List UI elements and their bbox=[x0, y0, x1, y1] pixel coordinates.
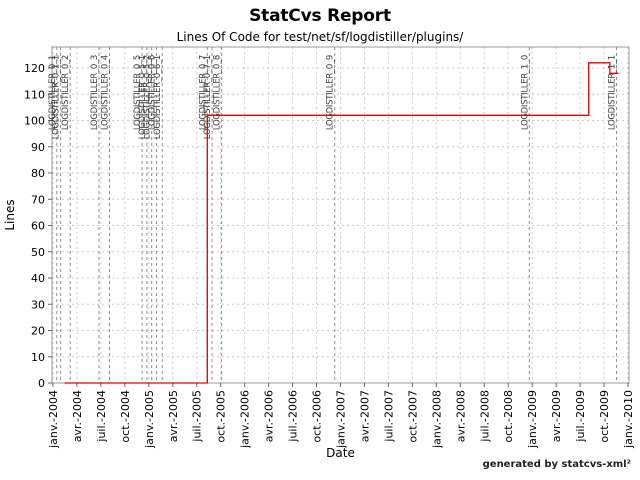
svg-text:60: 60 bbox=[31, 220, 45, 233]
svg-text:avr.-2007: avr.-2007 bbox=[358, 390, 371, 442]
svg-text:40: 40 bbox=[31, 272, 45, 285]
svg-text:janv.-2010: janv.-2010 bbox=[622, 390, 635, 449]
svg-text:janv.-2007: janv.-2007 bbox=[335, 390, 348, 449]
svg-text:avr.-2006: avr.-2006 bbox=[263, 390, 276, 442]
tag-label: LOGDISTILLER_0_8 bbox=[213, 55, 223, 130]
generator-credit: generated by statcvs-xml² bbox=[482, 459, 631, 470]
svg-text:janv.-2009: janv.-2009 bbox=[526, 390, 539, 449]
chart-title: StatCvs Report bbox=[249, 6, 391, 26]
tag-label: LOGDISTILLER_1_1 bbox=[608, 55, 618, 130]
svg-text:100: 100 bbox=[24, 115, 45, 128]
svg-text:oct.-2005: oct.-2005 bbox=[215, 390, 228, 443]
tag-label: LOGDISTILLER_0_5_2 bbox=[143, 55, 153, 139]
svg-text:avr.-2008: avr.-2008 bbox=[454, 390, 467, 442]
svg-text:20: 20 bbox=[31, 325, 45, 338]
axis-tick-marks bbox=[48, 67, 629, 387]
svg-text:janv.-2004: janv.-2004 bbox=[47, 390, 60, 449]
tag-label: LOGDISTILLER_0_5_1 bbox=[138, 55, 148, 139]
tag-label: LOGDISTILLER_0_4 bbox=[101, 55, 111, 130]
svg-text:oct.-2006: oct.-2006 bbox=[311, 390, 324, 443]
loc-series-line bbox=[64, 62, 619, 384]
svg-text:juil.-2008: juil.-2008 bbox=[478, 390, 491, 443]
tag-label: LOGDISTILLER_1_0 bbox=[520, 55, 530, 130]
tag-label: LOGDISTILLER_0_1 bbox=[48, 55, 58, 130]
svg-text:oct.-2009: oct.-2009 bbox=[598, 390, 611, 443]
svg-text:juil.-2004: juil.-2004 bbox=[95, 390, 108, 443]
svg-text:janv.-2008: janv.-2008 bbox=[430, 390, 443, 449]
tag-label: LOGDISTILLER_0_3 bbox=[90, 55, 100, 130]
tag-label: LOGDISTILLER_0_7_1 bbox=[203, 55, 213, 139]
tag-label: LOGDISTILLER_0_1_1 bbox=[52, 55, 62, 139]
tag-label: LOGDISTILLER_0_7 bbox=[198, 55, 208, 130]
y-tick-labels: 0 10 20 30 40 50 60 70 80 90 100 110 120 bbox=[24, 62, 45, 390]
y-axis-title: Lines bbox=[3, 199, 17, 230]
svg-text:80: 80 bbox=[31, 167, 45, 180]
release-tag-lines bbox=[56, 47, 618, 383]
x-axis-title: Date bbox=[326, 446, 355, 460]
svg-text:120: 120 bbox=[24, 62, 45, 75]
svg-text:oct.-2007: oct.-2007 bbox=[406, 390, 419, 443]
svg-text:janv.-2005: janv.-2005 bbox=[143, 390, 156, 449]
svg-text:avr.-2005: avr.-2005 bbox=[167, 390, 180, 442]
x-tick-labels: janv.-2004 avr.-2004 juil.-2004 oct.-2004 ja… bbox=[47, 390, 635, 449]
horizontal-gridlines bbox=[52, 67, 629, 358]
svg-text:janv.-2006: janv.-2006 bbox=[239, 390, 252, 449]
svg-text:70: 70 bbox=[31, 193, 45, 206]
tag-label: LOGDISTILLER_0_6 bbox=[147, 55, 157, 130]
svg-text:oct.-2008: oct.-2008 bbox=[502, 390, 515, 443]
svg-text:juil.-2005: juil.-2005 bbox=[191, 390, 204, 443]
svg-text:avr.-2009: avr.-2009 bbox=[550, 390, 563, 442]
svg-text:oct.-2004: oct.-2004 bbox=[119, 390, 132, 443]
svg-text:30: 30 bbox=[31, 298, 45, 311]
svg-text:juil.-2006: juil.-2006 bbox=[287, 390, 300, 443]
svg-text:avr.-2004: avr.-2004 bbox=[71, 390, 84, 442]
tag-label: LOGDISTILLER_0_6_1 bbox=[153, 55, 163, 139]
svg-text:90: 90 bbox=[31, 141, 45, 154]
chart-subtitle: Lines Of Code for test/net/sf/logdistill… bbox=[176, 30, 464, 44]
svg-text:juil.-2009: juil.-2009 bbox=[574, 390, 587, 443]
tag-label: LOGDISTILLER_0_9 bbox=[326, 55, 336, 130]
tag-label: LOGDISTILLER_0_2 bbox=[61, 55, 71, 130]
svg-text:juil.-2007: juil.-2007 bbox=[382, 390, 395, 443]
vertical-gridlines bbox=[52, 47, 629, 383]
svg-text:0: 0 bbox=[38, 377, 45, 390]
svg-text:10: 10 bbox=[31, 351, 45, 364]
svg-text:110: 110 bbox=[24, 88, 45, 101]
svg-text:50: 50 bbox=[31, 246, 45, 259]
tag-label: LOGDISTILLER_0_5 bbox=[133, 55, 143, 130]
